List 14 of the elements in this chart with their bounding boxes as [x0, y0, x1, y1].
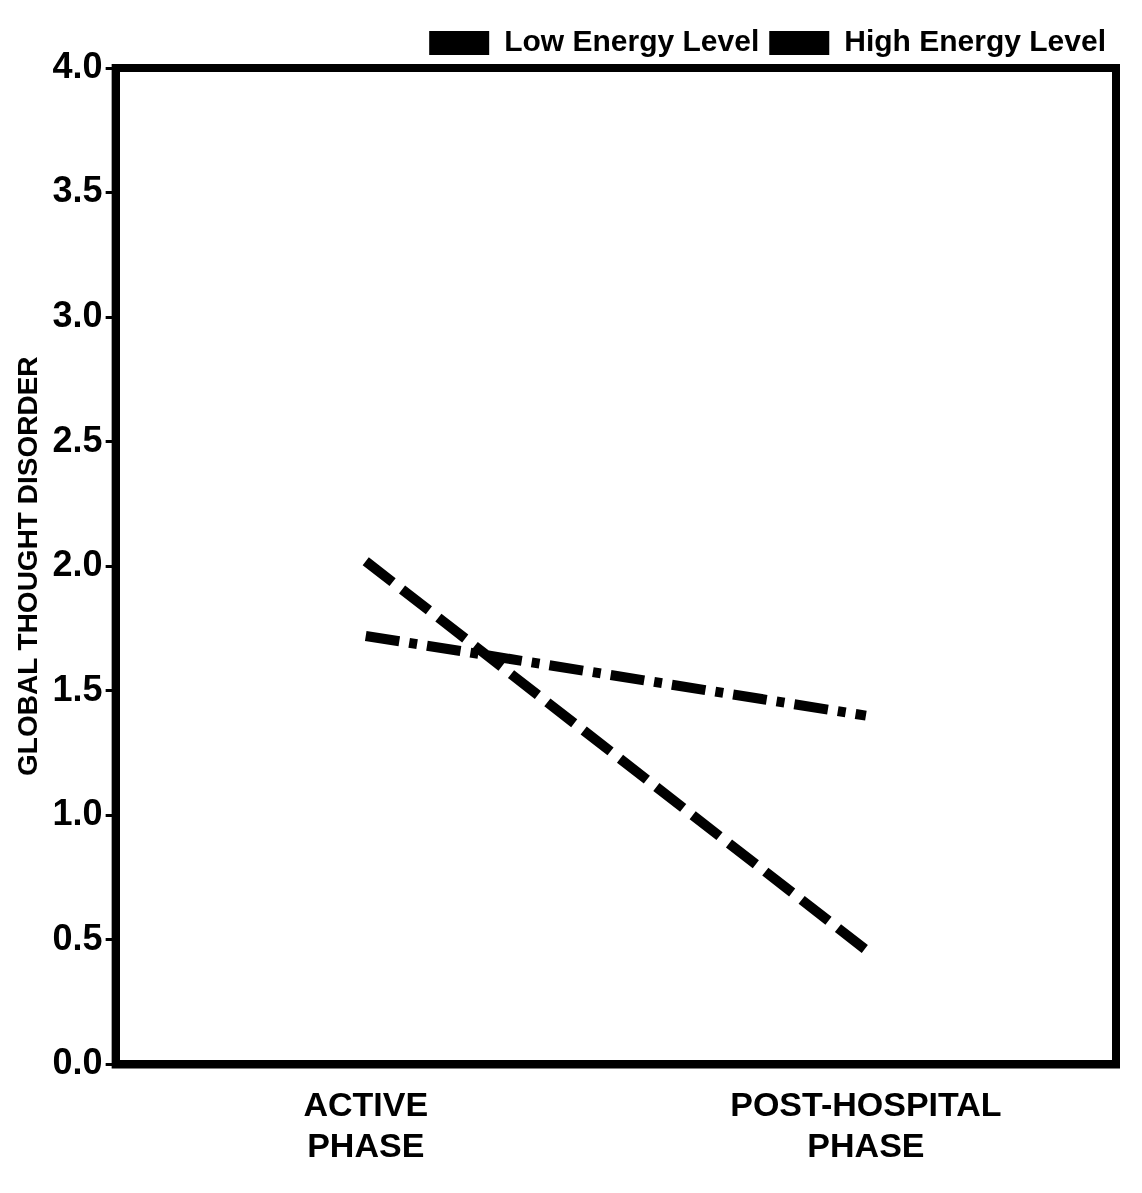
y-tick-label: 3.5	[52, 169, 103, 211]
y-tick-label: 1.5	[52, 667, 103, 709]
y-axis-title: GLOBAL THOUGHT DISORDER	[11, 356, 43, 776]
y-tick-label: 0.5	[52, 916, 103, 958]
x-tick-label: ACTIVE PHASE	[303, 1085, 429, 1164]
y-tick-label: 2.0	[52, 543, 103, 585]
legend-label: High Energy Level	[844, 24, 1107, 58]
legend-label: Low Energy Level	[504, 24, 760, 58]
y-tick-label: 2.5	[52, 418, 103, 460]
y-tick-label: 4.0	[52, 44, 103, 86]
y-tick-label: 3.0	[52, 294, 103, 336]
y-tick-label: 1.0	[52, 792, 103, 834]
x-tick-label: POST-HOSPITAL PHASE	[730, 1085, 1002, 1164]
y-tick-label: 0.0	[52, 1041, 103, 1083]
